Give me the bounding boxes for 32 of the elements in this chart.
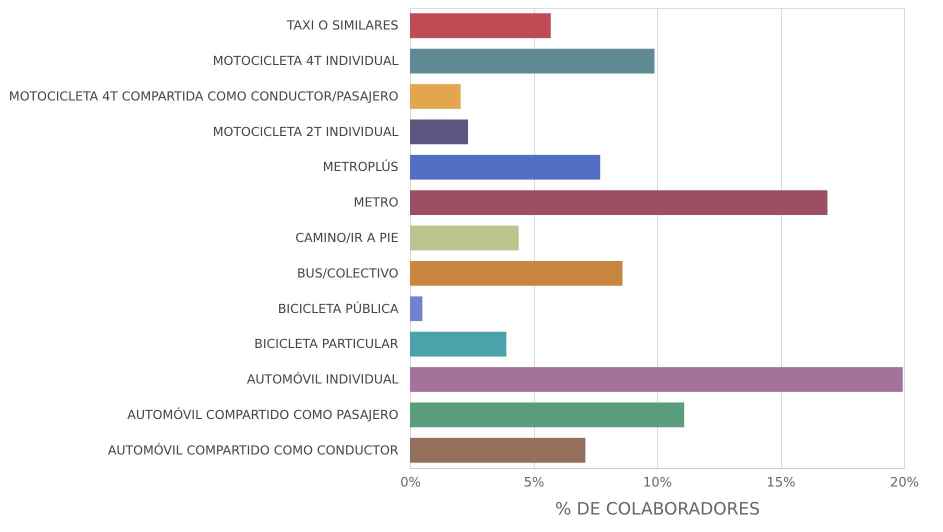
bar <box>410 119 468 144</box>
y-tick-label: CAMINO/IR A PIE <box>295 230 399 245</box>
y-tick-label: BUS/COLECTIVO <box>296 265 399 280</box>
bar <box>410 190 828 215</box>
y-tick-label: MOTOCICLETA 2T INDIVIDUAL <box>212 124 399 139</box>
y-tick-label: TAXI O SIMILARES <box>286 18 399 33</box>
bar <box>410 48 655 74</box>
y-tick-label: AUTOMÓVIL COMPARTIDO COMO CONDUCTOR <box>108 442 399 458</box>
y-tick-label: METRO <box>354 194 399 210</box>
bar <box>410 402 684 428</box>
x-tick-label: 15% <box>766 476 796 490</box>
bar <box>410 332 506 357</box>
x-tick-label: 20% <box>890 476 919 490</box>
y-tick-label: AUTOMÓVIL COMPARTIDO COMO PASAJERO <box>127 406 399 422</box>
y-tick-label: METROPLÚS <box>322 159 399 174</box>
x-tick-label: 5% <box>524 476 544 490</box>
y-tick-label: MOTOCICLETA 4T COMPARTIDA COMO CONDUCTOR/PASAJERO <box>8 88 399 104</box>
bar <box>410 84 461 109</box>
bar <box>410 367 903 392</box>
x-tick-label: 0% <box>400 476 421 490</box>
bar <box>410 226 519 250</box>
y-tick-label: AUTOMÓVIL INDIVIDUAL <box>246 372 399 387</box>
x-axis-title: % DE COLABORADORES <box>555 500 760 520</box>
x-tick-label: 10% <box>643 476 672 490</box>
bar <box>410 154 600 180</box>
bar <box>410 438 586 463</box>
y-tick-label: BICICLETA PÚBLICA <box>278 300 399 316</box>
bar <box>410 13 551 38</box>
bar <box>410 296 422 322</box>
y-tick-label: MOTOCICLETA 4T INDIVIDUAL <box>212 53 399 68</box>
y-tick-label: BICICLETA PARTICULAR <box>254 336 399 352</box>
bar <box>410 261 622 286</box>
